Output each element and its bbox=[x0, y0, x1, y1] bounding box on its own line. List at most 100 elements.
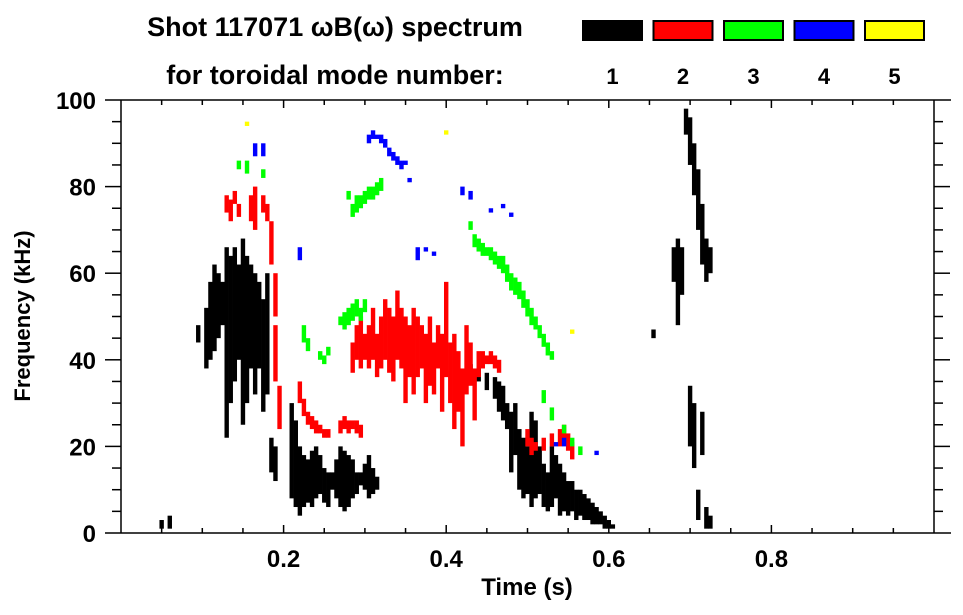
spectrum-point bbox=[484, 355, 490, 365]
spectrum-point bbox=[492, 377, 498, 399]
spectrum-point bbox=[354, 420, 359, 434]
spectrum-point bbox=[671, 247, 677, 282]
spectrum-point bbox=[317, 424, 323, 434]
spectrum-point bbox=[541, 333, 546, 347]
spectrum-point bbox=[549, 351, 555, 360]
spectrum-point bbox=[407, 177, 412, 183]
spectrum-point bbox=[224, 247, 229, 438]
spectrum-point bbox=[399, 160, 404, 170]
spectrum-point bbox=[273, 273, 278, 317]
spectrum-point bbox=[378, 316, 384, 369]
spectrum-point bbox=[553, 455, 559, 499]
spectrum-point bbox=[208, 281, 213, 360]
spectrum-point bbox=[517, 429, 522, 490]
legend-label-mode-2: 2 bbox=[677, 64, 689, 89]
spectrum-point bbox=[704, 238, 709, 282]
spectrum-point bbox=[691, 143, 697, 196]
spectrum-point bbox=[570, 437, 575, 447]
spectrum-point bbox=[675, 238, 681, 326]
spectrum-point bbox=[354, 325, 359, 360]
spectrum-point bbox=[301, 398, 307, 417]
spectrum-point bbox=[240, 238, 246, 425]
spectrum-point bbox=[509, 212, 514, 217]
spectrum-point bbox=[553, 442, 559, 447]
spectrum-point bbox=[366, 186, 372, 200]
spectrum-point bbox=[167, 515, 172, 529]
spectrum-point bbox=[570, 329, 575, 334]
spectrum-point bbox=[322, 429, 327, 438]
spectrum-point bbox=[517, 281, 522, 300]
spectrum-point bbox=[350, 420, 355, 430]
spectrum-point bbox=[391, 151, 396, 161]
spectrum-point bbox=[350, 203, 355, 217]
spectrum-point bbox=[704, 507, 709, 529]
spectrum-point bbox=[578, 446, 583, 456]
spectrum-point bbox=[338, 420, 343, 434]
spectrum-point bbox=[439, 333, 445, 412]
spectrum-point bbox=[549, 407, 555, 421]
spectrum-point bbox=[525, 299, 530, 317]
spectrum-point bbox=[228, 255, 233, 404]
spectrum-point bbox=[358, 424, 364, 438]
spectrum-point bbox=[480, 242, 485, 256]
spectrum-point bbox=[557, 463, 563, 516]
spectrum-point bbox=[269, 221, 274, 265]
spectrum-point bbox=[415, 316, 420, 378]
spectrum-point bbox=[248, 195, 254, 222]
spectrum-point bbox=[500, 203, 506, 209]
spectrum-point bbox=[419, 325, 425, 369]
spectrum-point bbox=[472, 234, 477, 248]
spectrum-point bbox=[366, 325, 372, 369]
y-tick-label: 60 bbox=[69, 261, 96, 288]
spectrum-point bbox=[545, 472, 551, 512]
spectrum-point bbox=[293, 420, 298, 508]
x-tick-label: 0.8 bbox=[755, 546, 788, 573]
spectrum-point bbox=[488, 351, 494, 365]
spectrum-point bbox=[261, 299, 266, 412]
spectrum-point bbox=[696, 489, 701, 521]
spectrum-point bbox=[354, 472, 359, 495]
spectrum-point bbox=[338, 446, 343, 508]
spectrum-point bbox=[549, 446, 555, 508]
spectrum-point bbox=[606, 520, 611, 529]
spectrum-point bbox=[244, 121, 250, 126]
spectrum-point bbox=[464, 325, 469, 395]
spectrum-point bbox=[370, 186, 376, 200]
spectrum-point bbox=[261, 195, 266, 213]
spectrum-point bbox=[525, 429, 530, 447]
spectrum-point bbox=[570, 481, 575, 512]
spectrum-point bbox=[248, 264, 254, 369]
spectrum-point bbox=[305, 411, 311, 425]
spectrum-point bbox=[236, 203, 242, 217]
spectrum-point bbox=[504, 403, 510, 430]
spectrum-point bbox=[212, 264, 217, 352]
x-axis-label: Time (s) bbox=[481, 574, 573, 601]
spectrum-point bbox=[387, 307, 392, 373]
spectrum-point bbox=[590, 502, 595, 525]
spectrum-point bbox=[525, 446, 530, 495]
spectrum-point bbox=[582, 494, 587, 521]
spectrum-point bbox=[529, 437, 534, 456]
spectrum-point bbox=[252, 273, 258, 395]
spectrum-point bbox=[452, 333, 457, 430]
spectrum-point bbox=[504, 264, 510, 282]
spectrum-point bbox=[545, 342, 551, 356]
spectrum-point bbox=[370, 130, 376, 139]
spectrum-point bbox=[574, 489, 579, 521]
spectrum-point bbox=[570, 442, 575, 460]
series-mode-2 bbox=[224, 186, 575, 460]
spectrum-point bbox=[378, 177, 384, 191]
spectrum-point bbox=[358, 472, 364, 486]
spectrum-point bbox=[651, 329, 656, 339]
spectrum-point bbox=[403, 316, 408, 404]
spectrum-point bbox=[468, 342, 473, 386]
spectrum-point bbox=[159, 520, 164, 529]
spectrum-point bbox=[561, 472, 567, 512]
spectrum-point bbox=[565, 481, 571, 516]
legend-label-mode-5: 5 bbox=[888, 64, 900, 89]
spectrum-point bbox=[387, 147, 392, 157]
spectrum-point bbox=[338, 316, 343, 326]
spectrum-point bbox=[232, 190, 238, 204]
series-mode-3 bbox=[236, 160, 583, 456]
